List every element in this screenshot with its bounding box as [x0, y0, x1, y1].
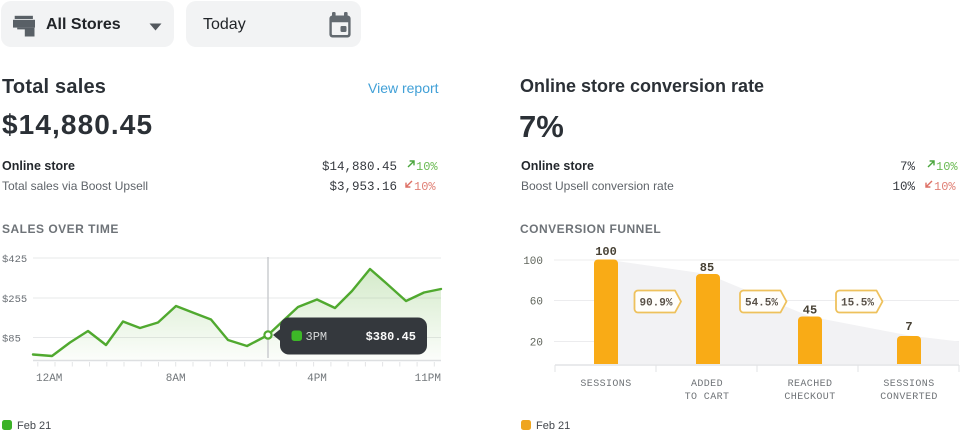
svg-text:CONVERTED: CONVERTED: [880, 392, 938, 403]
svg-text:100: 100: [523, 256, 543, 268]
svg-text:8AM: 8AM: [166, 373, 186, 385]
svg-text:60: 60: [530, 297, 543, 309]
svg-text:100: 100: [595, 245, 617, 259]
svg-text:20: 20: [530, 338, 543, 350]
svg-text:SESSIONS: SESSIONS: [883, 379, 934, 390]
svg-text:90.9%: 90.9%: [639, 298, 672, 310]
svg-text:ADDED: ADDED: [691, 379, 723, 390]
svg-text:4PM: 4PM: [307, 373, 327, 385]
svg-text:$255: $255: [2, 294, 27, 306]
svg-text:$380.45: $380.45: [366, 330, 416, 344]
svg-text:REACHED: REACHED: [788, 379, 833, 390]
svg-text:11PM: 11PM: [415, 373, 441, 385]
svg-text:CHECKOUT: CHECKOUT: [784, 392, 835, 403]
svg-text:3PM: 3PM: [306, 330, 328, 344]
svg-text:7: 7: [905, 320, 912, 334]
svg-text:SESSIONS: SESSIONS: [580, 379, 631, 390]
svg-text:$425: $425: [2, 254, 27, 266]
svg-text:TO CART: TO CART: [685, 392, 730, 403]
svg-text:15.5%: 15.5%: [841, 298, 874, 310]
svg-text:$85: $85: [2, 334, 21, 346]
svg-text:12AM: 12AM: [36, 373, 62, 385]
svg-text:85: 85: [700, 261, 714, 275]
svg-text:45: 45: [803, 304, 817, 318]
svg-text:54.5%: 54.5%: [745, 298, 778, 310]
